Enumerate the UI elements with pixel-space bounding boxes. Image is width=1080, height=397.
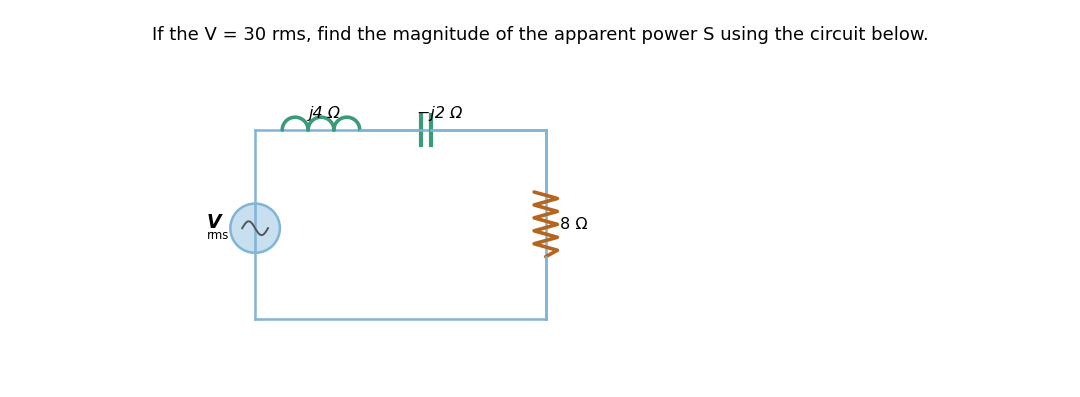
Text: −j2 Ω: −j2 Ω (417, 106, 462, 121)
Text: j4 Ω: j4 Ω (309, 106, 341, 121)
Text: rms: rms (206, 229, 229, 242)
Circle shape (230, 204, 280, 253)
Text: 8 Ω: 8 Ω (559, 217, 588, 232)
Text: If the V = 30 rms, find the magnitude of the apparent power S using the circuit : If the V = 30 rms, find the magnitude of… (151, 26, 929, 44)
Text: V: V (206, 213, 221, 232)
